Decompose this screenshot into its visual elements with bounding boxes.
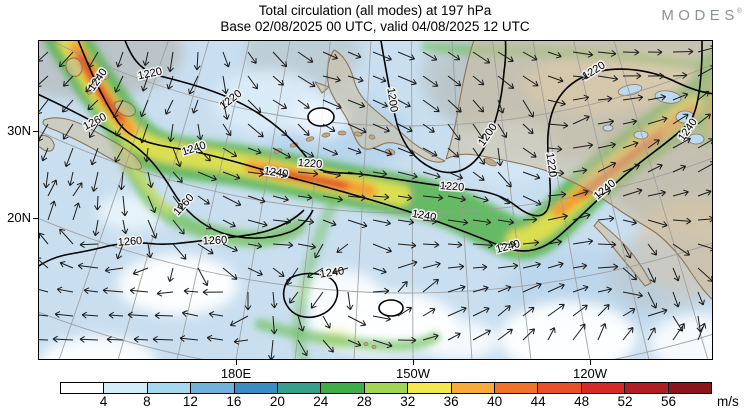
contour-label: 1260	[202, 234, 227, 247]
colorbar-tick-label: 52	[617, 394, 633, 408]
colorbar-tick-label: 4	[99, 394, 108, 408]
colorbar	[60, 382, 712, 394]
colorbar-cell	[494, 383, 538, 393]
lat-tick	[33, 217, 38, 219]
lon-label-120w: 120W	[573, 366, 607, 381]
colorbar-tick-label: 36	[443, 394, 459, 408]
colorbar-cell	[624, 383, 668, 393]
lon-label-180e: 180E	[220, 366, 252, 381]
colorbar-cell	[363, 383, 408, 393]
colorbar-tick-label: 40	[487, 394, 503, 408]
colorbar-cell	[537, 383, 581, 393]
lat-label-20n: 20N	[7, 210, 31, 225]
lon-tick	[412, 360, 414, 365]
colorbar-tick-label: 48	[574, 394, 590, 408]
colorbar-tick-label: 8	[143, 394, 151, 408]
contour-label: 1220	[297, 157, 322, 171]
lon-tick	[589, 360, 591, 365]
landmasses	[38, 40, 713, 349]
colorbar-cell	[61, 383, 104, 393]
chart-title: Total circulation (all modes) at 197 hPa	[258, 3, 492, 18]
wind-vectors	[38, 45, 713, 360]
colorbar-tick-label: 20	[269, 394, 285, 408]
lat-label-30n: 30N	[7, 123, 31, 138]
colorbar-cell	[450, 383, 495, 393]
contour-label: 1220	[439, 180, 464, 194]
colorbar-cell	[233, 383, 278, 393]
map-canvas: 1240 122012601240122012601220124012001200…	[38, 40, 713, 360]
colorbar-tick-label: 12	[182, 394, 198, 408]
colorbar-tick-label: 32	[400, 394, 416, 408]
colorbar-cell	[580, 383, 625, 393]
lon-label-150w: 150W	[396, 366, 430, 381]
colorbar-cell	[667, 383, 712, 393]
contour-label: 1260	[117, 235, 142, 249]
title-block: Total circulation (all modes) at 197 hPa…	[0, 3, 750, 35]
colorbar-unit: m/s	[717, 394, 739, 408]
colorbar-cell	[190, 383, 234, 393]
colorbar-cell	[103, 383, 147, 393]
colorbar-tick-label: 44	[530, 394, 546, 408]
colorbar-tick-label: 24	[313, 394, 329, 408]
colorbar-cell	[320, 383, 364, 393]
lat-tick	[33, 130, 38, 132]
colorbar-tick-label: 56	[661, 394, 677, 408]
modes-logo-text: MODES	[661, 7, 739, 24]
contour-label: 1240	[319, 265, 345, 280]
colorbar-tick-label: 16	[226, 394, 242, 408]
colorbar-cell	[277, 383, 321, 393]
colorbar-cell	[407, 383, 451, 393]
registered-mark: ®	[736, 8, 742, 15]
colorbar-cell	[146, 383, 191, 393]
colorbar-tick-label: 28	[356, 394, 372, 408]
modes-logo: MODES®	[661, 7, 742, 24]
lon-tick	[235, 360, 237, 365]
chart-subtitle: Base 02/08/2025 00 UTC, valid 04/08/2025…	[220, 19, 530, 34]
contour-label: 1200	[384, 87, 399, 113]
